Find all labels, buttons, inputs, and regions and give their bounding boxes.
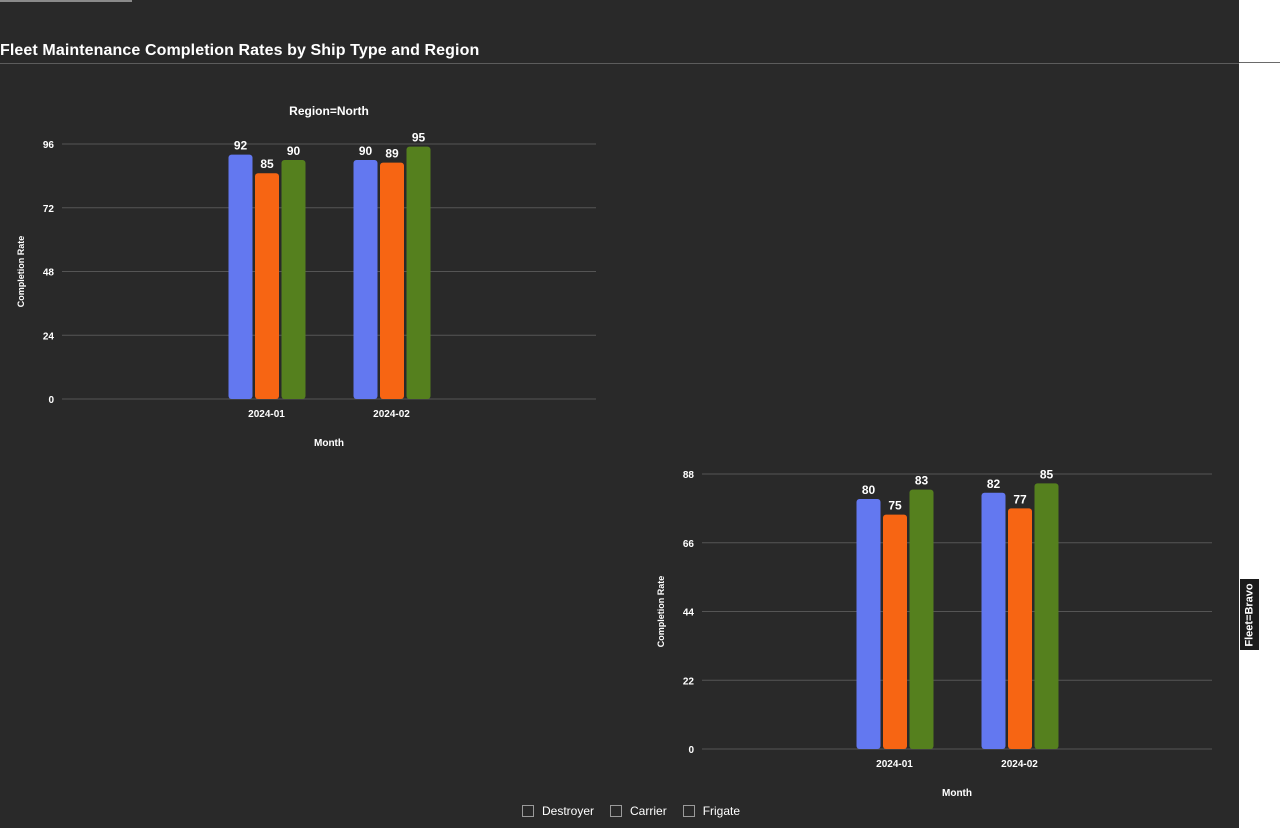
data-label: 85 [1040,467,1054,481]
bar-frigate [1034,483,1059,749]
bar-carrier [883,514,907,749]
data-label: 83 [915,474,929,488]
bar-frigate [406,146,431,399]
bar-destroyer [353,159,378,399]
x-tick-label: 2024-02 [1001,759,1038,770]
bar-carrier [255,173,279,399]
bar-destroyer [228,154,253,399]
data-label: 92 [234,139,248,153]
bar-frigate [909,489,934,749]
y-tick-label: 24 [43,331,55,342]
y-axis-label: Completion Rate [16,236,26,308]
top-scroll-indicator [0,0,132,2]
y-tick-label: 0 [688,745,694,756]
legend-item-carrier[interactable]: Carrier [610,804,667,818]
data-label: 75 [888,499,902,513]
bar-destroyer [981,492,1006,749]
y-axis-label: Completion Rate [656,576,666,648]
y-tick-label: 0 [48,395,54,406]
bar-carrier [380,162,404,399]
subplot-title: Region=North [289,104,369,118]
y-tick-label: 44 [683,608,695,619]
x-tick-label: 2024-01 [876,759,913,770]
right-margin-divider [1239,62,1280,63]
y-tick-label: 66 [683,539,695,550]
legend-label: Destroyer [542,804,595,818]
right-margin-strip [1239,0,1280,828]
bar-carrier [1008,508,1032,749]
x-tick-label: 2024-02 [373,409,410,420]
facet-row-label-text: Fleet=Bravo [1243,582,1256,647]
data-label: 85 [260,157,274,171]
legend-checkbox-icon[interactable] [682,805,695,817]
legend-label: Frigate [702,804,741,818]
data-label: 77 [1013,492,1027,506]
x-tick-label: 2024-01 [248,409,285,420]
bar-destroyer [856,499,881,749]
data-label: 90 [359,144,373,158]
x-axis-label: Month [314,438,344,449]
title-divider [0,63,1239,64]
y-tick-label: 72 [43,204,55,215]
data-label: 82 [987,477,1001,491]
page-title: Fleet Maintenance Completion Rates by Sh… [0,42,480,59]
legend-checkbox-icon[interactable] [610,805,623,817]
facet-row-label: Fleet=Bravo [1240,579,1259,650]
chart-legend: Destroyer Carrier Frigate [522,804,740,818]
y-tick-label: 88 [683,470,695,481]
data-label: 89 [385,147,399,161]
x-axis-label: Month [942,788,972,799]
data-label: 90 [287,144,301,158]
legend-label: Carrier [630,804,667,818]
y-tick-label: 48 [43,268,55,279]
legend-item-frigate[interactable]: Frigate [682,804,741,818]
legend-checkbox-icon[interactable] [522,805,534,817]
legend-item-destroyer[interactable]: Destroyer [522,804,594,818]
data-label: 95 [412,131,426,145]
y-tick-label: 96 [43,140,55,151]
data-label: 80 [862,483,876,497]
bar-frigate [281,159,306,399]
y-tick-label: 22 [683,676,695,687]
